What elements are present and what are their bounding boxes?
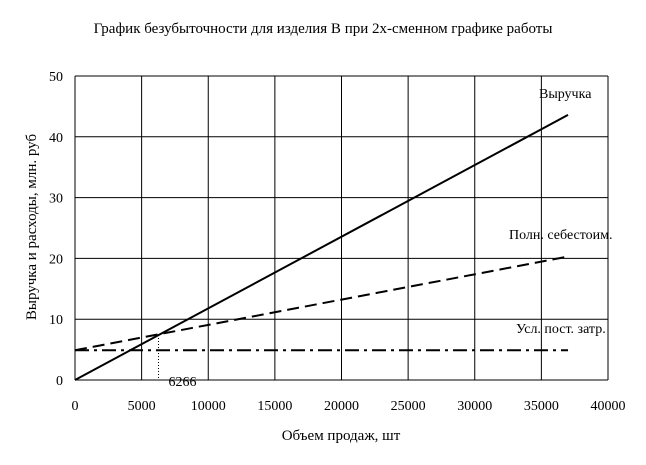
annotations: 6266: [157, 335, 196, 390]
x-tick-label: 0: [72, 399, 79, 414]
y-tick-label: 30: [49, 192, 63, 207]
y-tick-label: 10: [49, 313, 63, 328]
y-tick-label: 40: [49, 131, 63, 146]
y-tick-label: 20: [49, 252, 63, 267]
grid-lines: [74, 75, 609, 381]
y-tick-labels: 0 10 20 30 40 50: [49, 70, 63, 389]
series-lines: [74, 114, 569, 381]
series-labels: Выручка Полн. себестоим. Усл. пост. затр.: [509, 87, 613, 337]
x-tick-labels: 0 5000 10000 15000 20000 25000 30000 35000 40000: [72, 399, 626, 414]
series-line-0: [74, 114, 569, 381]
x-tick-label: 40000: [591, 399, 626, 414]
series-line-1: [74, 255, 569, 352]
series-label-1: Полн. себестоим.: [509, 228, 613, 243]
x-tick-label: 15000: [257, 399, 292, 414]
x-tick-label: 5000: [128, 399, 156, 414]
x-tick-label: 30000: [457, 399, 492, 414]
series-label-2: Усл. пост. затр.: [516, 322, 606, 337]
x-tick-label: 20000: [324, 399, 359, 414]
x-axis-label: Объем продаж, шт: [282, 428, 401, 444]
y-tick-label: 50: [49, 70, 63, 85]
x-tick-label: 25000: [391, 399, 426, 414]
y-axis-label: Выручка и расходы, млн. руб: [24, 134, 40, 321]
chart-title: График безубыточности для изделия В при …: [94, 21, 553, 37]
x-tick-label: 10000: [191, 399, 226, 414]
x-tick-label: 35000: [524, 399, 559, 414]
break-even-label: 6266: [168, 375, 196, 390]
series-label-0: Выручка: [539, 87, 592, 102]
y-tick-label: 0: [56, 374, 63, 389]
